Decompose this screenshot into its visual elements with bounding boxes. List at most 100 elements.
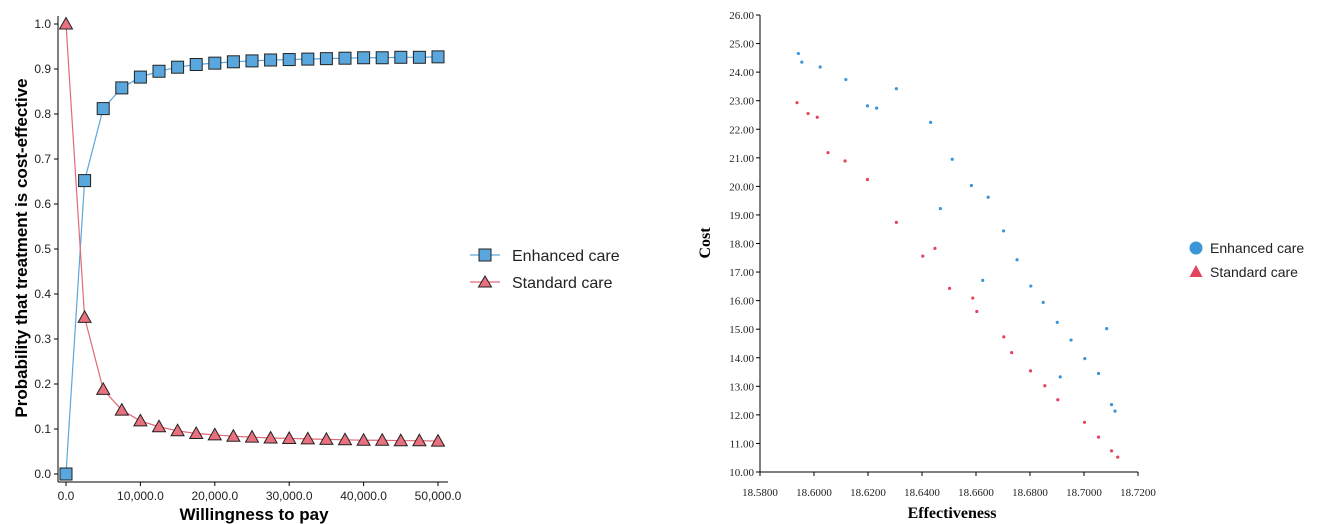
y-tick-label: 14.00 (729, 353, 754, 365)
standard-care-point (1010, 351, 1014, 355)
standard-care-point (412, 433, 427, 447)
y-tick-label: 20.00 (729, 181, 754, 193)
enhanced-care-point (171, 60, 185, 74)
y-tick-label: 24.00 (729, 67, 754, 79)
y-tick-label: 1.0 (34, 17, 51, 31)
enhanced-care-point (96, 102, 110, 116)
legend-enhanced-marker (478, 248, 492, 262)
cea-curve-x-axis-title: Willingness to pay (179, 505, 329, 524)
standard-care-point (263, 430, 278, 444)
legend-scatter-enhanced-marker (1189, 241, 1203, 255)
y-tick-label: 26.00 (729, 10, 754, 22)
cea-curve-chart: 0.0 0.1 0.2 0.3 0.4 0.5 0.6 0.7 0.8 0.9 1.0 0.0 10,… (12, 16, 620, 524)
standard-care-point (865, 177, 870, 182)
standard-care-point (430, 433, 446, 447)
legend-enhanced-label: Enhanced care (512, 248, 620, 265)
standard-care-point (947, 286, 952, 290)
standard-care-point (1056, 398, 1060, 402)
enhanced-care-point (1055, 320, 1059, 324)
standard-care-point (356, 432, 371, 446)
x-tick-label: 18.6600 (958, 487, 994, 499)
enhanced-care-point (800, 60, 804, 64)
y-tick-label: 22.00 (729, 124, 754, 136)
standard-care-point (806, 111, 810, 116)
x-tick-label: 0.0 (58, 489, 75, 503)
standard-care-point (971, 296, 975, 300)
enhanced-care-point (319, 52, 333, 66)
standard-care-point (281, 430, 297, 444)
legend-scatter-enhanced-label: Enhanced care (1210, 240, 1304, 256)
standard-care-point (114, 402, 130, 416)
legend-scatter-standard-marker (1189, 265, 1203, 277)
enhanced-care-point (189, 58, 203, 71)
x-tick-label: 50,000.0 (415, 489, 462, 503)
ce-scatter-legend: Enhanced care Standard care (1189, 240, 1304, 280)
standard-care-point (151, 419, 167, 433)
x-tick-label: 18.6800 (1012, 487, 1048, 499)
enhanced-care-point (929, 120, 933, 124)
x-tick-label: 20,000.0 (191, 489, 238, 503)
enhanced-care-point (59, 467, 73, 481)
enhanced-care-point (1015, 258, 1019, 262)
y-tick-label: 0.7 (34, 152, 51, 166)
standard-care-point (77, 309, 92, 323)
standard-care-point (894, 220, 898, 224)
standard-care-point (170, 423, 185, 437)
standard-care-point (843, 159, 847, 163)
ce-scatter-chart: 10.00 11.00 12.00 13.00 14.00 15.00 16.00 17.00… (697, 10, 1304, 522)
enhanced-care-point (1058, 375, 1062, 379)
standard-care-point (337, 432, 353, 446)
enhanced-care-point (1113, 409, 1117, 413)
cea-curve-y-axis: 0.0 0.1 0.2 0.3 0.4 0.5 0.6 0.7 0.8 0.9 1.0 (34, 17, 58, 481)
enhanced-care-point (133, 70, 147, 84)
enhanced-care-point (394, 50, 408, 64)
x-tick-label: 30,000.0 (266, 489, 313, 503)
ce-scatter-x-axis: 18.5800 18.6000 18.6200 18.6400 18.6600 18.68… (742, 471, 1156, 499)
standard-care-point (1116, 455, 1120, 459)
standard-care-point (207, 427, 223, 441)
enhanced-care-point (1105, 327, 1109, 331)
cea-curve-legend: Enhanced care Standard care (470, 248, 620, 292)
enhanced-care-point (938, 207, 942, 211)
y-tick-label: 19.00 (729, 210, 754, 222)
standard-care-point (826, 151, 830, 155)
enhanced-care-point (950, 157, 954, 161)
ce-scatter-y-axis: 10.00 11.00 12.00 13.00 14.00 15.00 16.00 17.00… (729, 10, 761, 479)
enhanced-care-point (1096, 371, 1101, 376)
enhanced-care-point (431, 50, 445, 64)
enhanced-care-point (1001, 229, 1006, 233)
standard-care-point (1109, 449, 1114, 453)
standard-care-point (1002, 335, 1006, 339)
y-tick-label: 25.00 (729, 39, 754, 51)
enhanced-care-point (844, 77, 848, 82)
y-tick-label: 17.00 (729, 267, 754, 279)
legend-standard-marker (477, 275, 493, 288)
enhanced-care-point (152, 64, 166, 78)
ce-scatter-points (795, 51, 1120, 459)
enhanced-care-point (875, 106, 879, 110)
standard-care-point (300, 431, 316, 445)
x-tick-label: 18.6400 (904, 487, 940, 499)
standard-care-point (319, 431, 334, 445)
y-tick-label: 11.00 (730, 438, 755, 450)
ce-scatter-x-axis-title: Effectiveness (908, 505, 997, 522)
x-tick-label: 10,000.0 (117, 489, 164, 503)
y-tick-label: 0.8 (34, 107, 51, 121)
x-tick-label: 18.7200 (1120, 487, 1156, 499)
y-tick-label: 0.2 (34, 377, 51, 391)
enhanced-care-point (1041, 300, 1045, 304)
enhanced-care-point (208, 56, 222, 70)
y-tick-label: 15.00 (729, 324, 754, 336)
y-tick-label: 0.4 (34, 287, 51, 301)
y-tick-label: 0.1 (34, 422, 51, 436)
legend-scatter-standard-label: Standard care (1210, 264, 1298, 280)
enhanced-care-point (1069, 338, 1073, 342)
standard-care-point (795, 101, 799, 105)
standard-care-point (1082, 420, 1087, 424)
y-tick-label: 0.6 (34, 197, 51, 211)
ce-scatter-y-axis-title: Cost (697, 227, 714, 259)
enhanced-care-point (986, 195, 990, 199)
enhanced-care-point (245, 54, 259, 68)
standard-care-point (815, 115, 819, 119)
